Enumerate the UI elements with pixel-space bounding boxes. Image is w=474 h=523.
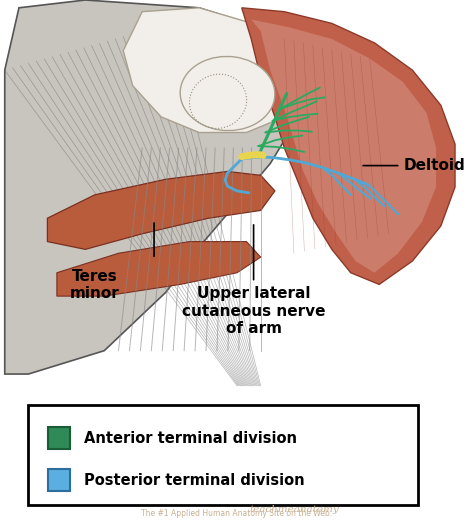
Bar bbox=[48, 469, 70, 491]
Text: The #1 Applied Human Anatomy Site on the Web.: The #1 Applied Human Anatomy Site on the… bbox=[141, 509, 333, 518]
Bar bbox=[28, 405, 418, 505]
Polygon shape bbox=[47, 172, 275, 249]
Polygon shape bbox=[5, 0, 308, 374]
Text: Anterior terminal division: Anterior terminal division bbox=[84, 430, 297, 446]
Text: Posterior terminal division: Posterior terminal division bbox=[84, 473, 305, 487]
Ellipse shape bbox=[180, 56, 275, 131]
Text: Upper lateral
cutaneous nerve
of arm: Upper lateral cutaneous nerve of arm bbox=[182, 287, 325, 336]
Text: Deltoid: Deltoid bbox=[404, 158, 465, 173]
Polygon shape bbox=[251, 19, 436, 273]
Bar bbox=[48, 427, 70, 449]
Polygon shape bbox=[242, 8, 455, 285]
Text: teachmeanatomy: teachmeanatomy bbox=[249, 505, 339, 514]
Polygon shape bbox=[57, 242, 261, 296]
Polygon shape bbox=[123, 8, 308, 132]
Text: Teres
minor: Teres minor bbox=[70, 269, 119, 301]
